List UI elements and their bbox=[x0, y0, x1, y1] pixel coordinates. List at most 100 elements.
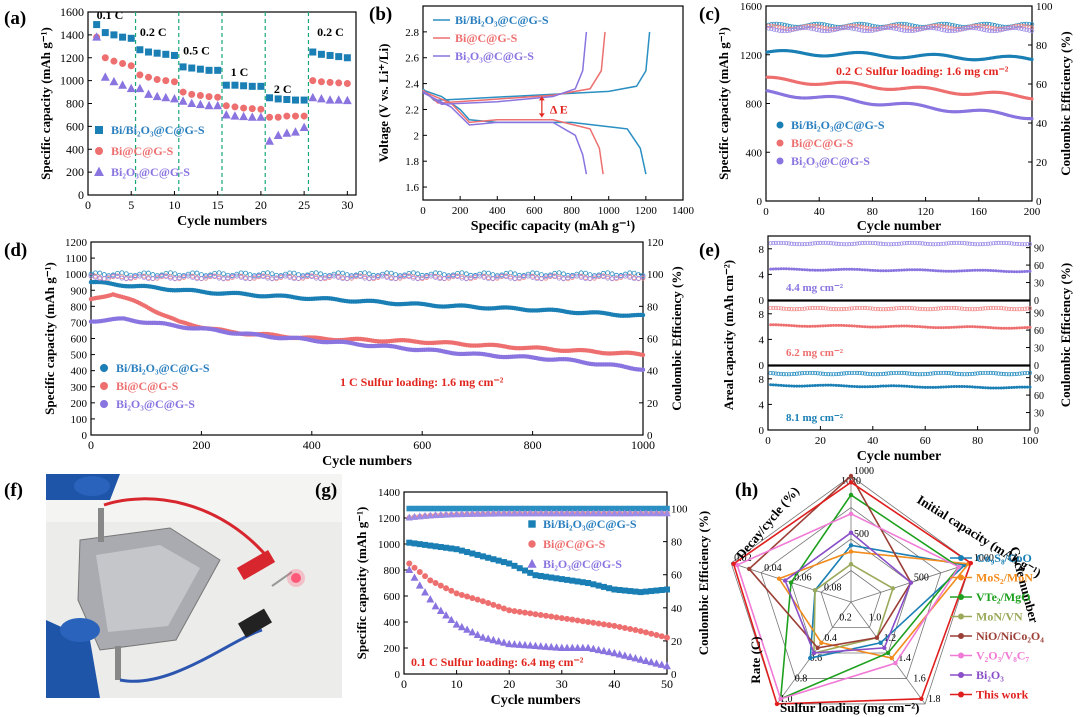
data-point bbox=[1015, 270, 1019, 274]
ce-point bbox=[128, 275, 134, 281]
radar-tick-label: 1.0 bbox=[780, 694, 793, 705]
ce-point bbox=[841, 307, 847, 312]
y-tick-label: 1200 bbox=[65, 237, 88, 249]
y-tick-label: 400 bbox=[66, 142, 84, 156]
x-tick-label: 0 bbox=[85, 198, 91, 212]
legend-marker bbox=[958, 555, 964, 561]
ce-point bbox=[137, 273, 142, 279]
data-point bbox=[907, 324, 911, 328]
radar-point bbox=[848, 480, 854, 485]
ce-point bbox=[769, 23, 774, 29]
plot-frame bbox=[403, 491, 668, 675]
data-point bbox=[887, 384, 891, 388]
ce-point bbox=[805, 370, 810, 375]
ce-point bbox=[936, 306, 941, 311]
ce-point bbox=[894, 23, 899, 29]
data-point bbox=[805, 384, 809, 388]
ce-point bbox=[556, 270, 562, 276]
data-point bbox=[913, 385, 917, 389]
ce-point bbox=[776, 240, 781, 245]
ce-point bbox=[101, 272, 107, 277]
data-point bbox=[871, 325, 875, 329]
data-point bbox=[939, 385, 943, 389]
ce-point bbox=[640, 275, 646, 281]
data-point bbox=[894, 384, 898, 388]
ce-point bbox=[854, 23, 859, 29]
data-point bbox=[892, 269, 896, 273]
data-point bbox=[900, 324, 904, 328]
ce-point bbox=[941, 306, 946, 311]
ce-point bbox=[806, 25, 811, 31]
ce-point bbox=[1029, 28, 1035, 34]
annotation: 1 C Sulfur loading: 1.6 mg cm⁻² bbox=[340, 375, 504, 389]
ce-point bbox=[942, 27, 947, 33]
data-point bbox=[274, 95, 282, 103]
y2-tick-label: 80 bbox=[1036, 40, 1048, 52]
data-point bbox=[926, 385, 930, 389]
data-point bbox=[850, 324, 854, 328]
data-point bbox=[573, 643, 582, 651]
x-tick-label: 400 bbox=[303, 438, 321, 452]
data-point bbox=[136, 46, 144, 54]
data-point bbox=[515, 640, 524, 648]
ce-point bbox=[870, 372, 875, 377]
data-point bbox=[918, 385, 922, 389]
x-tick-label: 0 bbox=[88, 438, 94, 452]
ce-point bbox=[844, 306, 849, 311]
ce-point bbox=[594, 509, 603, 517]
data-point bbox=[448, 587, 455, 594]
ce-point bbox=[902, 21, 907, 27]
ce-point bbox=[818, 305, 823, 311]
data-point bbox=[532, 611, 539, 618]
data-point bbox=[986, 268, 990, 272]
data-point bbox=[973, 268, 977, 272]
data-point bbox=[1010, 326, 1014, 330]
data-point bbox=[879, 269, 883, 273]
ce-point bbox=[1001, 240, 1006, 245]
data-point bbox=[957, 269, 961, 273]
data-point bbox=[826, 383, 830, 387]
panel-label-e: (e) bbox=[699, 240, 720, 261]
ce-point bbox=[907, 371, 912, 376]
y2-tick-label: 120 bbox=[647, 237, 664, 249]
y-tick-label: 0 bbox=[759, 295, 765, 307]
ce-point bbox=[803, 25, 809, 31]
ce-point bbox=[868, 306, 873, 311]
ce-point bbox=[873, 306, 878, 311]
legend-marker bbox=[958, 633, 964, 639]
data-point bbox=[1023, 326, 1027, 330]
ce-point bbox=[957, 371, 962, 377]
ce-point bbox=[978, 306, 983, 311]
ce-point bbox=[494, 509, 503, 517]
ce-point bbox=[489, 509, 498, 517]
data-point bbox=[868, 325, 872, 329]
ce-point bbox=[561, 276, 566, 282]
ce-point bbox=[427, 505, 434, 512]
ce-point bbox=[600, 274, 606, 280]
data-point bbox=[204, 100, 214, 110]
y-tick-label: 1200 bbox=[740, 50, 763, 62]
ce-point bbox=[865, 371, 870, 376]
data-point bbox=[469, 550, 476, 557]
ce-point bbox=[809, 23, 814, 29]
ce-point bbox=[415, 276, 421, 282]
ce-point bbox=[826, 240, 831, 246]
ce-point bbox=[543, 274, 549, 280]
data-point bbox=[432, 543, 439, 550]
data-point bbox=[1023, 385, 1027, 389]
ce-point bbox=[790, 27, 795, 33]
data-point bbox=[458, 591, 465, 598]
data-point bbox=[957, 384, 961, 388]
data-point bbox=[963, 325, 966, 329]
data-point bbox=[855, 324, 859, 328]
radar-point bbox=[788, 580, 794, 585]
rate-label: 1 C bbox=[231, 65, 249, 79]
data-point bbox=[145, 73, 153, 81]
ce-point bbox=[119, 275, 125, 281]
data-point bbox=[955, 269, 959, 273]
data-point bbox=[952, 269, 956, 273]
ce-point bbox=[278, 273, 284, 279]
ce-point bbox=[1022, 306, 1027, 311]
data-point bbox=[406, 539, 413, 546]
y-tick-label: 400 bbox=[71, 366, 88, 378]
